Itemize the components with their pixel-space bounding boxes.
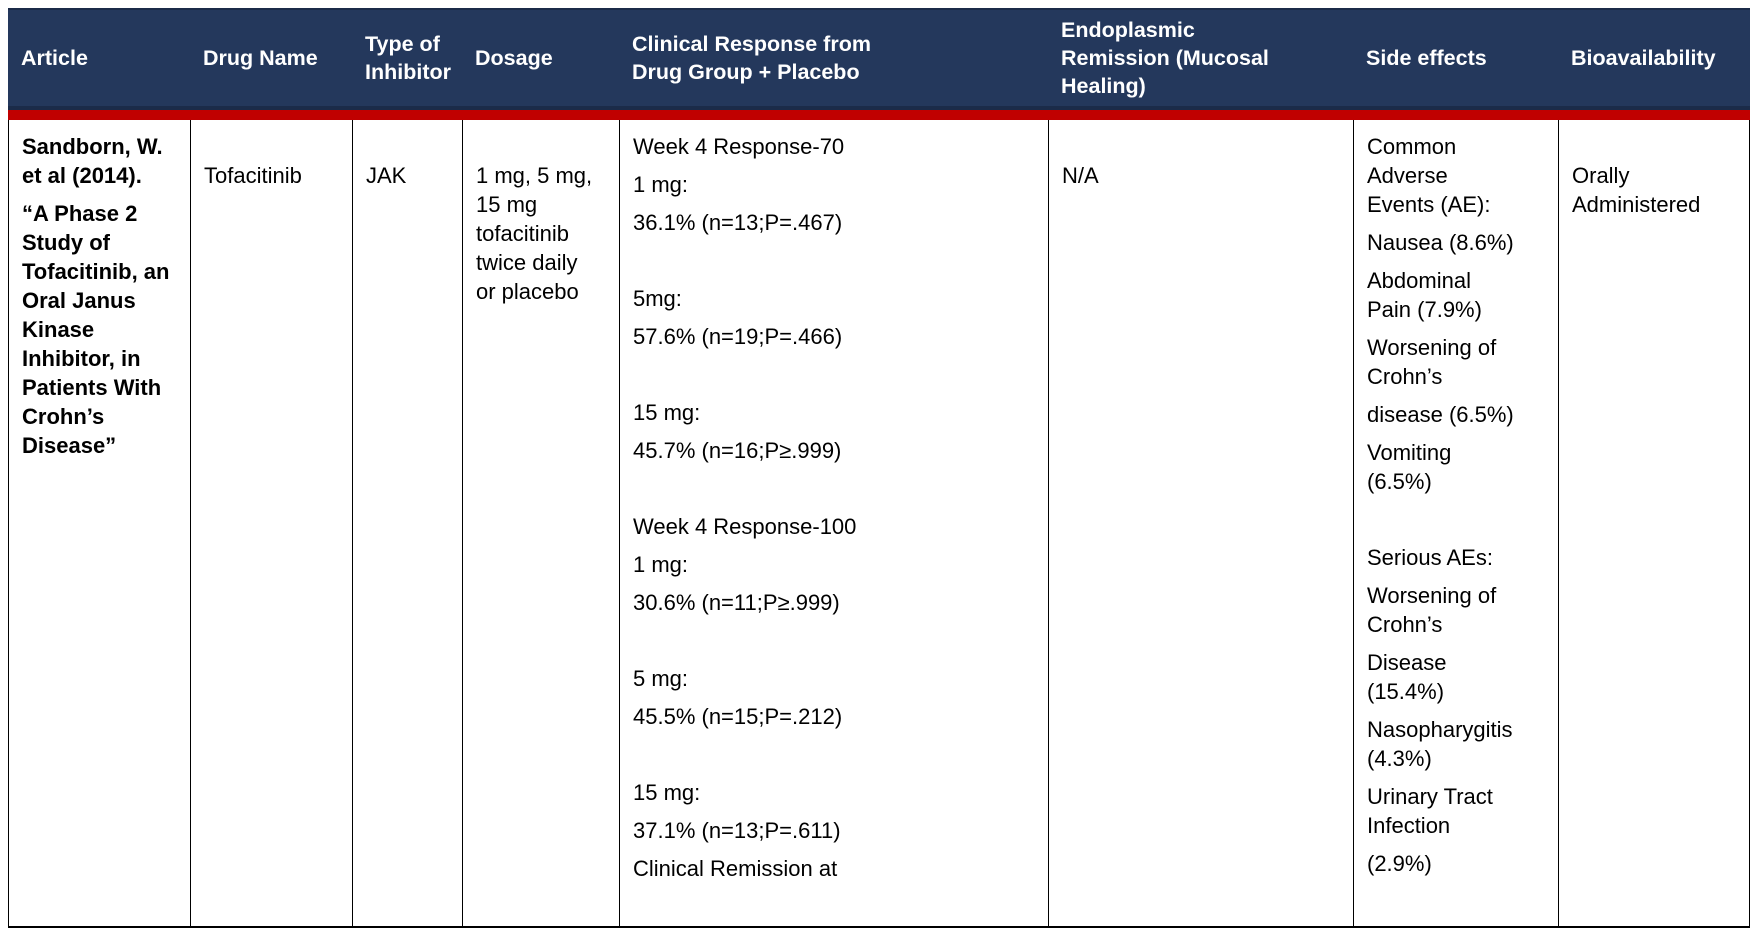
cell-paragraph: N/A [1062,163,1099,188]
cell-paragraph: 5 mg: [633,666,689,691]
cell-paragraph [633,474,1035,503]
cell-paragraph: Nasopharygitis (4.3%) [1367,717,1513,771]
cell-paragraph: Orally Administered [1572,163,1701,217]
cell-paragraph: (2.9%) [1367,851,1432,876]
column-header-type-of-inhibitor: Type of Inhibitor [365,32,451,84]
table-body-row: Sandborn, W. et al (2014). “A Phase 2 Stu… [8,120,1750,928]
drug-study-table: Article Drug Name Type of Inhibitor Dosa… [8,8,1750,928]
cell-dosage: 1 mg, 5 mg, 15 mg tofacitinib twice dail… [463,120,620,926]
cell-paragraph: 45.7% (n=16;P≥.999) [633,438,842,463]
column-header-drug-name: Drug Name [203,46,318,70]
cell-paragraph: 57.6% (n=19;P=.466) [633,324,843,349]
cell-paragraph: Serious AEs: [1367,545,1493,570]
cell-paragraph: Tofacitinib [204,163,302,188]
cell-paragraph: Urinary Tract Infection [1367,784,1493,838]
cell-paragraph: Week 4 Response-70 [633,134,845,159]
cell-paragraph: Abdominal Pain (7.9%) [1367,268,1482,322]
cell-paragraph: Worsening of Crohn’s [1367,583,1497,637]
cell-paragraph: Sandborn, W. et al (2014). [22,134,163,188]
cell-paragraph: Worsening of Crohn’s [1367,335,1497,389]
cell-paragraph: Nausea (8.6%) [1367,230,1514,255]
cell-paragraph: “A Phase 2 Study of Tofacitinib, an Oral… [22,201,170,458]
cell-paragraph [633,740,1035,769]
cell-paragraph [1367,505,1545,534]
cell-paragraph [633,360,1035,389]
cell-bioavailability: Orally Administered [1559,120,1749,926]
cell-paragraph: 1 mg: [633,172,689,197]
column-header-clinical-response: Clinical Response from Drug Group + Plac… [632,32,871,84]
header-divider-bar [8,110,1750,120]
column-header-side-effects: Side effects [1366,46,1487,70]
column-header-bioavailability: Bioavailability [1571,46,1716,70]
cell-paragraph: Common Adverse Events (AE): [1367,134,1491,217]
cell-paragraph: 37.1% (n=13;P=.611) [633,818,841,843]
column-header-dosage: Dosage [475,46,553,70]
cell-side-effects: Common Adverse Events (AE): Nausea (8.6%)… [1354,120,1559,926]
cell-paragraph [633,246,1035,275]
cell-paragraph: 15 mg: [633,780,701,805]
table-header-row: Article Drug Name Type of Inhibitor Dosa… [8,8,1750,110]
cell-paragraph: 1 mg: [633,552,689,577]
cell-paragraph: disease (6.5%) [1367,402,1514,427]
cell-paragraph [633,626,1035,655]
cell-drug-name: Tofacitinib [191,120,353,926]
cell-paragraph: 5mg: [633,286,682,311]
cell-paragraph: 1 mg, 5 mg, 15 mg tofacitinib twice dail… [476,163,593,304]
cell-paragraph: 45.5% (n=15;P=.212) [633,704,843,729]
cell-article: Sandborn, W. et al (2014). “A Phase 2 Stu… [9,120,191,926]
cell-paragraph: JAK [366,163,407,188]
cell-type-of-inhibitor: JAK [353,120,463,926]
cell-paragraph: Week 4 Response-100 [633,514,857,539]
cell-endoplasmic-remission: N/A [1049,120,1354,926]
cell-paragraph: 15 mg: [633,400,701,425]
cell-paragraph: Vomiting (6.5%) [1367,440,1452,494]
cell-clinical-response: Week 4 Response-70 1 mg: 36.1% (n=13;P=.46… [620,120,1049,926]
column-header-article: Article [21,46,88,70]
cell-paragraph: Disease (15.4%) [1367,650,1447,704]
column-header-endoplasmic-remission: Endoplasmic Remission (Mucosal Healing) [1061,18,1269,98]
cell-paragraph: Clinical Remission at [633,856,838,881]
cell-paragraph: 30.6% (n=11;P≥.999) [633,590,840,615]
cell-paragraph: 36.1% (n=13;P=.467) [633,210,843,235]
